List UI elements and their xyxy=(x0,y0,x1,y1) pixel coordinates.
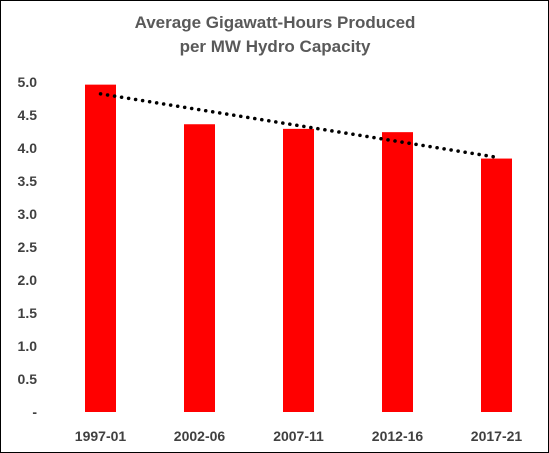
y-tick-label: 3.0 xyxy=(18,206,38,222)
x-axis: 1997-01 2002-06 2007-11 2012-16 2017-21 xyxy=(75,428,523,444)
bar xyxy=(184,124,215,413)
trendline xyxy=(98,92,499,159)
y-tick-label: 4.5 xyxy=(18,107,38,123)
bar xyxy=(481,158,512,412)
chart-title-line-1: Average Gigawatt-Hours Produced xyxy=(135,13,416,32)
chart-title: Average Gigawatt-Hours Produced per MW H… xyxy=(135,13,416,56)
y-tick-label: 3.5 xyxy=(18,173,38,189)
x-tick-label: 2012-16 xyxy=(372,428,424,444)
y-tick-label: 5.0 xyxy=(18,74,38,90)
bars xyxy=(85,84,512,413)
chart-title-line-2: per MW Hydro Capacity xyxy=(180,37,371,56)
y-tick-label: 2.5 xyxy=(18,239,38,255)
y-tick-label: 0.5 xyxy=(18,371,38,387)
y-axis: - 0.5 1.0 1.5 2.0 2.5 3.0 3.5 4.0 4.5 5.0 xyxy=(18,74,38,420)
bar xyxy=(85,84,116,412)
x-tick-label: 2007-11 xyxy=(273,428,324,444)
y-tick-label: 1.0 xyxy=(18,338,38,354)
y-tick-label: 4.0 xyxy=(18,140,38,156)
x-tick-label: 2017-21 xyxy=(471,428,523,444)
x-tick-label: 2002-06 xyxy=(174,428,226,444)
y-tick-label: 2.0 xyxy=(18,272,38,288)
x-tick-label: 1997-01 xyxy=(75,428,127,444)
trendline-line xyxy=(98,92,499,159)
y-tick-label: - xyxy=(32,404,37,420)
bar xyxy=(283,128,314,413)
y-tick-label: 1.5 xyxy=(18,305,38,321)
bar xyxy=(382,132,413,412)
